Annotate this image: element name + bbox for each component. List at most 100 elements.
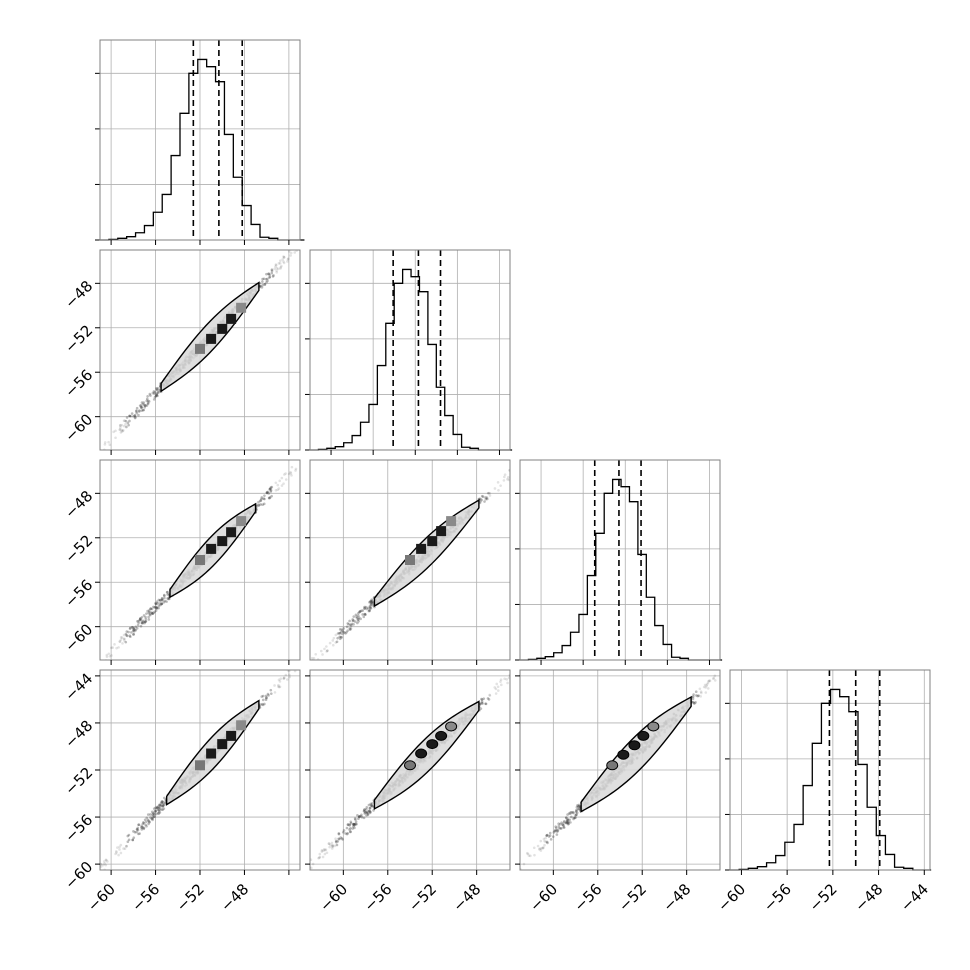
scatter-point [548,440,551,443]
scatter-point [499,484,502,487]
scatter-point [570,811,574,814]
scatter-point [90,669,93,672]
scatter-point [488,693,491,697]
scatter-point [96,661,99,664]
scatter-point [158,388,161,392]
scatter-point [556,829,560,832]
scatter-point [134,628,138,632]
scatter-point [331,643,335,647]
scatter-point [298,661,301,664]
scatter-point [262,502,266,506]
scatter-point [310,656,314,660]
scatter-point [570,815,573,819]
scatter-point [722,670,725,673]
scatter-point [336,426,339,429]
scatter-point [536,844,540,848]
density-blob [446,516,457,527]
y-tick-label: −56 [61,811,96,846]
scatter-point [503,475,506,479]
scatter-point [369,600,372,604]
scatter-point [371,601,375,605]
scatter-point [704,691,708,694]
scatter-point [151,813,154,816]
scatter-point [293,681,296,684]
histogram-step-2 [520,478,723,661]
scatter-point [296,245,299,248]
scatter-point [160,602,163,606]
scatter-point [91,666,94,669]
scatter-point [731,659,734,662]
scatter-point [358,610,361,614]
scatter-point [327,842,331,846]
scatter-point [363,613,367,616]
scatter-point [262,277,266,281]
scatter-point [152,813,156,816]
scatter-point [691,700,695,704]
scatter-point [312,657,316,660]
scatter-point [363,809,366,813]
scatter-point [355,616,359,620]
scatter-point [121,428,125,432]
scatter-point [319,640,322,643]
scatter-point [368,604,372,608]
y-tick-label: −48 [61,277,96,312]
scatter-point [111,646,115,649]
scatter-point [160,597,164,601]
scatter-point [140,621,144,624]
scatter-point [155,600,159,604]
scatter-point [142,827,146,831]
scatter-point [112,430,115,434]
scatter-point [276,488,280,492]
scatter-point [145,824,148,828]
scatter-point [114,436,117,440]
scatter-point [557,822,560,825]
scatter-point [484,702,487,705]
scatter-point [127,833,131,837]
scatter-point [309,663,312,666]
scatter-point [120,423,124,427]
scatter-point [279,267,282,270]
scatter-point [91,881,94,884]
scatter-point [121,429,125,433]
scatter-point [150,817,154,821]
x-tick-label: −52 [405,880,440,915]
scatter-point [337,832,341,835]
scatter-point [529,854,532,858]
scatter-point [566,813,569,816]
scatter-point [126,834,130,838]
scatter-point [148,613,152,617]
scatter-point [160,808,163,811]
scatter-point [370,599,374,603]
scatter-point [522,464,525,467]
scatter-point [305,460,308,463]
scatter-point [572,816,576,820]
scatter-point [740,656,743,659]
scatter-point [161,598,165,602]
x-tick-label: −52 [806,880,841,915]
scatter-point [368,809,371,813]
scatter-point [699,690,703,694]
scatter-point [264,696,268,700]
scatter-point [140,409,144,412]
scatter-point [119,851,123,855]
scatter-point [332,636,336,640]
scatter-point [128,419,131,423]
scatter-point [569,821,572,824]
scatter-point [270,494,273,498]
scatter-point [158,602,162,605]
scatter-point [260,702,264,706]
scatter-point [144,619,148,623]
scatter-point [119,635,123,639]
scatter-point [151,612,155,616]
scatter-point [362,809,366,813]
scatter-point [351,618,354,621]
y-tick-label: −56 [61,366,96,401]
scatter-point [320,850,324,853]
scatter-point [334,839,338,843]
scatter-point [292,664,295,667]
scatter-point [153,391,157,394]
scatter-point [293,670,297,673]
scatter-point [369,803,373,807]
scatter-point [480,697,483,701]
scatter-point [364,811,367,814]
